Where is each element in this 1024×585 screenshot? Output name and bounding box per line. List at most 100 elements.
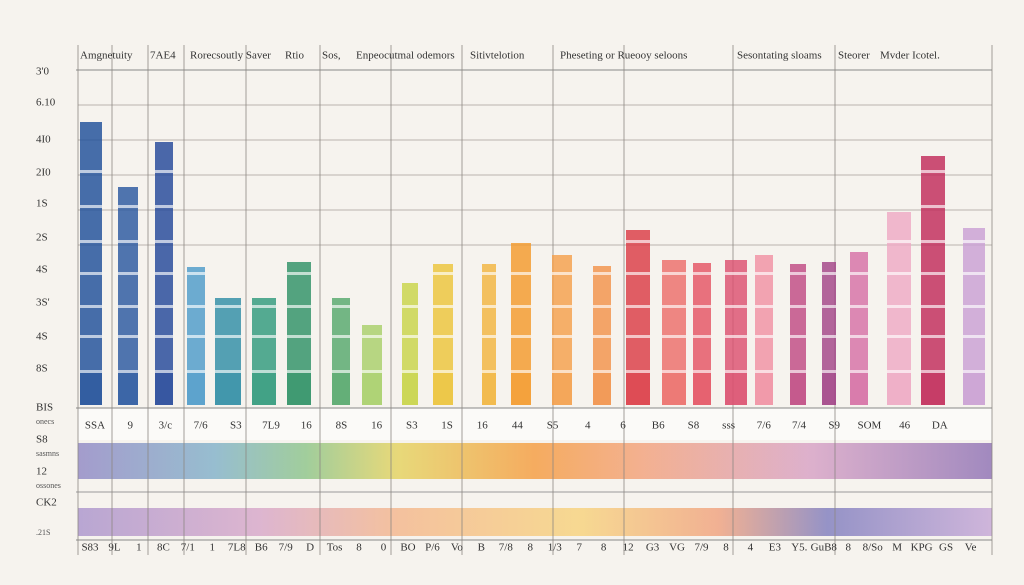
bottom-label: 4 xyxy=(748,542,754,554)
bar-stripe xyxy=(482,370,496,373)
bar-stripe xyxy=(850,370,868,373)
header-label: Sos, xyxy=(322,50,341,62)
bar-stripe xyxy=(887,305,911,308)
bar-stripe xyxy=(433,272,453,275)
bar-stripe xyxy=(433,370,453,373)
y-label: 8S xyxy=(36,363,48,375)
header-label: Rorecsoutly Saver xyxy=(190,50,271,62)
bottom-label: 7/8 xyxy=(499,542,514,554)
bar-stripe xyxy=(790,272,806,275)
bar-shade xyxy=(693,370,711,405)
bar-stripe xyxy=(790,370,806,373)
bar-stripe xyxy=(921,170,945,173)
bar-stripe xyxy=(593,272,611,275)
bar-stripe xyxy=(80,305,102,308)
bar-shade xyxy=(626,370,650,405)
bar-stripe xyxy=(118,240,138,243)
bar-stripe xyxy=(332,305,350,308)
header-label: Mvder Icotel. xyxy=(880,50,940,62)
bar-stripe xyxy=(287,335,311,338)
bar-stripe xyxy=(755,370,773,373)
bottom-label: KPG xyxy=(911,542,933,554)
bar-stripe xyxy=(362,370,382,373)
row-label: 46 xyxy=(899,420,911,432)
bar-shade xyxy=(822,370,836,405)
bar-stripe xyxy=(118,272,138,275)
bottom-label: GS xyxy=(939,542,953,554)
bottom-label: B6 xyxy=(255,542,268,554)
bar-stripe xyxy=(80,272,102,275)
bar-stripe xyxy=(921,370,945,373)
header-label: Sitivtelotion xyxy=(470,50,525,62)
bar-stripe xyxy=(552,305,572,308)
side-label: CK2 xyxy=(36,497,57,509)
bottom-label: 1 xyxy=(210,542,216,554)
bar-stripe xyxy=(626,335,650,338)
bar-stripe xyxy=(155,170,173,173)
bar-shade xyxy=(887,370,911,405)
color-band xyxy=(78,508,992,536)
bar-shade xyxy=(552,370,572,405)
bottom-label: 8 xyxy=(723,542,729,554)
row-label: 7L9 xyxy=(262,420,280,432)
bottom-label: 1 xyxy=(136,542,142,554)
bar-stripe xyxy=(850,335,868,338)
bar-stripe xyxy=(755,305,773,308)
bottom-label: D xyxy=(306,542,314,554)
bar-stripe xyxy=(252,335,276,338)
bar-stripe xyxy=(725,272,747,275)
row-label: S8 xyxy=(688,420,700,432)
side-label: BIS xyxy=(36,402,53,414)
bar xyxy=(433,264,453,405)
bar xyxy=(511,243,531,405)
bar-shade xyxy=(80,370,102,405)
bottom-label: P/6 xyxy=(425,542,440,554)
color-band xyxy=(78,443,992,479)
bar-stripe xyxy=(482,272,496,275)
bar-stripe xyxy=(80,335,102,338)
header-label: Rtio xyxy=(285,50,304,62)
bar-stripe xyxy=(790,305,806,308)
bar-shade xyxy=(755,370,773,405)
bar-stripe xyxy=(187,335,205,338)
bottom-label: VG xyxy=(669,542,685,554)
bar-stripe xyxy=(693,370,711,373)
bar-stripe xyxy=(187,305,205,308)
bottom-label: Vo xyxy=(451,542,464,554)
y-label: 2I0 xyxy=(36,167,51,179)
bar-stripe xyxy=(332,335,350,338)
bottom-label: 8 xyxy=(528,542,534,554)
bar-shade xyxy=(511,370,531,405)
bar xyxy=(850,252,868,405)
bar-stripe xyxy=(822,305,836,308)
header-label: Steorer xyxy=(838,50,870,62)
row-label: 8S xyxy=(336,420,348,432)
row-label: B6 xyxy=(652,420,665,432)
row-label: 16 xyxy=(301,420,313,432)
bar-stripe xyxy=(963,370,985,373)
y-label: 4S xyxy=(36,331,48,343)
bottom-label: BO xyxy=(400,542,415,554)
bottom-label: 7 xyxy=(576,542,582,554)
header-label: Enpeocutmal odemors xyxy=(356,50,455,62)
bar-stripe xyxy=(822,272,836,275)
row-label: S5 xyxy=(547,420,559,432)
row-label: S3 xyxy=(406,420,418,432)
bar-stripe xyxy=(822,370,836,373)
bottom-label: Tos xyxy=(327,542,343,554)
side-label: onecs xyxy=(36,417,54,426)
bar-stripe xyxy=(662,370,686,373)
y-label: 6.10 xyxy=(36,97,56,109)
bar-stripe xyxy=(755,272,773,275)
bar-stripe xyxy=(118,370,138,373)
bar-shade xyxy=(402,370,418,405)
bar-stripe xyxy=(552,335,572,338)
bar-stripe xyxy=(552,370,572,373)
bar-stripe xyxy=(155,205,173,208)
bar xyxy=(80,122,102,405)
bar xyxy=(790,264,806,405)
side-label: ossones xyxy=(36,481,61,490)
side-label: S8 xyxy=(36,434,48,446)
bottom-label: 7/9 xyxy=(694,542,709,554)
bar-stripe xyxy=(626,305,650,308)
